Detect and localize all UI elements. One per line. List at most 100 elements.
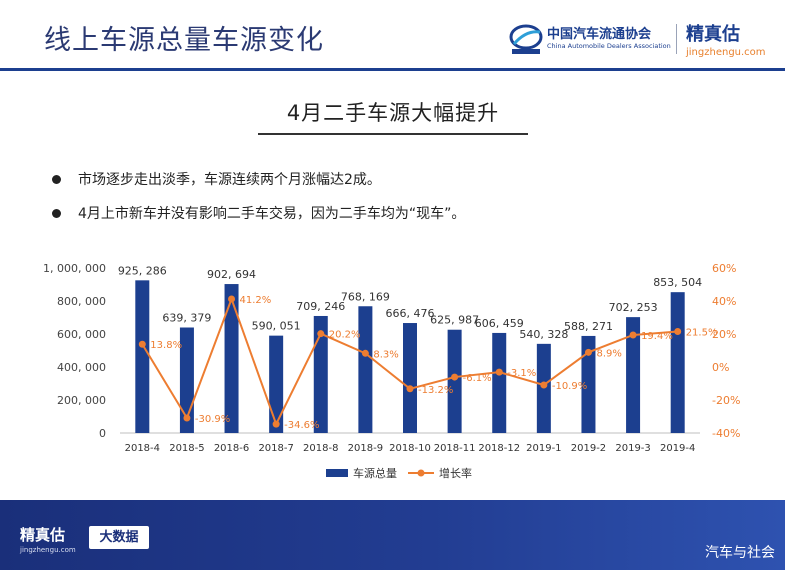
cada-logo-en: China Automobile Dealers Association — [547, 42, 671, 50]
x-tick-label: 2019-1 — [526, 443, 561, 454]
growth-rate-label: 13.8% — [150, 340, 182, 351]
growth-rate-point — [451, 373, 459, 381]
x-tick-label: 2018-8 — [303, 443, 338, 454]
y-right-tick-label: 20% — [712, 328, 736, 341]
x-tick-label: 2018-4 — [125, 443, 160, 454]
legend-bar-label: 车源总量 — [353, 466, 397, 480]
growth-rate-point — [228, 295, 236, 303]
growth-rate-label: 41.2% — [240, 295, 272, 306]
legend-line-label: 增长率 — [439, 466, 472, 480]
y-left-tick-label: 200, 000 — [57, 394, 106, 407]
growth-rate-point — [272, 420, 280, 428]
cada-logo: 中国汽车流通协会 China Automobile Dealers Associ… — [508, 20, 671, 60]
y-right-tick-label: -20% — [712, 394, 740, 407]
bar — [670, 292, 685, 433]
growth-rate-label: -30.9% — [195, 414, 230, 425]
x-tick-label: 2019-2 — [571, 443, 606, 454]
x-tick-label: 2018-11 — [434, 443, 476, 454]
x-tick-label: 2019-4 — [660, 443, 695, 454]
y-right-tick-label: 0% — [712, 361, 729, 374]
y-left-tick-label: 0 — [99, 427, 106, 440]
footer-logo-url: jingzhengu.com — [20, 546, 76, 554]
bullet-list: 市场逐步走出淡季，车源连续两个月涨幅达2成。 4月上市新车并没有影响二手车交易，… — [50, 170, 750, 238]
x-tick-label: 2018-12 — [478, 443, 520, 454]
growth-rate-point — [674, 328, 682, 336]
legend-bar-swatch — [326, 469, 348, 477]
growth-rate-label: 21.5% — [686, 328, 718, 339]
jzg-logo: 精真估 jingzhengu.com — [686, 20, 766, 58]
y-left-tick-label: 800, 000 — [57, 295, 106, 308]
growth-rate-point — [138, 340, 146, 348]
bar — [358, 306, 373, 433]
bar — [313, 315, 328, 433]
growth-rate-point — [361, 349, 369, 357]
bullet-item: 市场逐步走出淡季，车源连续两个月涨幅达2成。 — [50, 170, 750, 204]
bar-value-label: 925, 286 — [118, 264, 167, 277]
jzg-logo-cn: 精真估 — [686, 24, 740, 45]
growth-rate-point — [183, 414, 191, 422]
bar — [581, 335, 596, 433]
watermark: 汽车与社会 — [705, 545, 775, 561]
header-divider — [0, 68, 785, 71]
growth-rate-label: 8.9% — [596, 348, 621, 359]
bar-value-label: 540, 328 — [519, 328, 568, 341]
x-tick-label: 2018-6 — [214, 443, 249, 454]
bar — [626, 317, 641, 433]
footer-logo-cn: 精真估 — [20, 526, 66, 544]
bar-value-label: 709, 246 — [296, 300, 345, 313]
bar-value-label: 588, 271 — [564, 320, 613, 333]
footer-logo: 精真估 jingzhengu.com — [20, 524, 76, 554]
y-left-tick-label: 400, 000 — [57, 361, 106, 374]
footer: 精真估 jingzhengu.com 大数据 汽车与社会 — [0, 500, 785, 570]
growth-rate-point — [584, 348, 592, 356]
growth-rate-label: -10.9% — [552, 381, 587, 392]
growth-rate-point — [540, 381, 548, 389]
growth-rate-point — [495, 368, 503, 376]
chart: 0 200, 000 400, 000 600, 000 800, 000 1, 000,… — [43, 262, 740, 480]
bar-value-label: 853, 504 — [653, 276, 702, 289]
bar-value-label: 666, 476 — [386, 307, 435, 320]
growth-rate-label: 8.3% — [373, 349, 398, 360]
bar-value-label: 606, 459 — [475, 317, 524, 330]
footer-badge: 大数据 — [89, 526, 149, 549]
bar-value-label: 639, 379 — [162, 312, 211, 325]
growth-rate-point — [317, 330, 325, 338]
y-right-tick-label: 40% — [712, 295, 736, 308]
y-right-tick-label: 60% — [712, 262, 736, 275]
x-tick-label: 2018-10 — [389, 443, 431, 454]
bar — [447, 329, 462, 433]
bar-value-label: 702, 253 — [609, 301, 658, 314]
bar-value-label: 590, 051 — [252, 320, 301, 333]
growth-rate-label: -13.2% — [418, 385, 453, 396]
growth-rate-label: 19.4% — [641, 331, 673, 342]
y-left-tick-label: 1, 000, 000 — [43, 262, 106, 275]
x-tick-label: 2018-5 — [169, 443, 204, 454]
cada-logo-icon — [509, 24, 543, 54]
growth-rate-label: -6.1% — [463, 373, 492, 384]
bullet-item: 4月上市新车并没有影响二手车交易，因为二手车均为“现车”。 — [50, 204, 750, 238]
bar-value-label: 625, 987 — [430, 314, 479, 327]
x-tick-label: 2018-9 — [348, 443, 383, 454]
x-tick-label: 2018-7 — [258, 443, 293, 454]
growth-rate-point — [406, 385, 414, 393]
subtitle: 4月二手车源大幅提升 — [286, 101, 500, 125]
logo-divider — [676, 24, 677, 54]
growth-rate-label: -34.6% — [284, 420, 319, 431]
page-title: 线上车源总量车源变化 — [44, 25, 324, 56]
y-right-tick-label: -40% — [712, 427, 740, 440]
legend-line-marker — [417, 469, 425, 477]
bar — [269, 335, 284, 433]
bar — [135, 280, 150, 433]
x-tick-label: 2019-3 — [615, 443, 650, 454]
cada-logo-cn: 中国汽车流通协会 — [547, 27, 652, 42]
growth-rate-point — [629, 331, 637, 339]
bar — [492, 332, 507, 433]
growth-rate-label: 20.2% — [329, 330, 361, 341]
bar-value-label: 902, 694 — [207, 268, 256, 281]
bar-value-label: 768, 169 — [341, 290, 390, 303]
bar — [403, 323, 417, 433]
subtitle-box: 4月二手车源大幅提升 — [258, 93, 528, 135]
y-left-tick-label: 600, 000 — [57, 328, 106, 341]
growth-rate-label: -3.1% — [507, 368, 536, 379]
header: 线上车源总量车源变化 中国汽车流通协会 China Automobile Dea… — [0, 0, 785, 74]
